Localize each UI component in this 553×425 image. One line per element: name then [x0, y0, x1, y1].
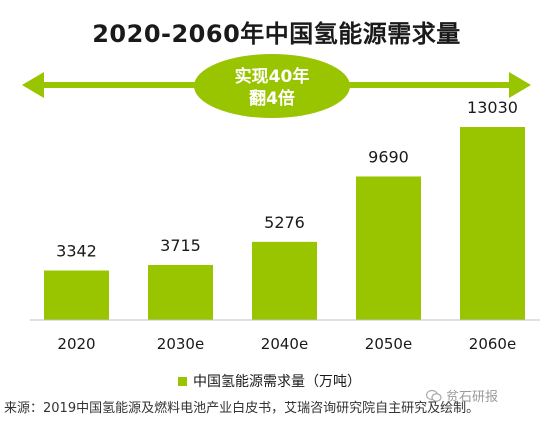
bar-chart: 3342 3715 5276 9690 13030 2020 2030e 2040e 2050…	[22, 54, 540, 353]
growth-arrow: 实现40年 翻4倍	[22, 54, 531, 118]
growth-badge	[194, 54, 350, 118]
watermark: 贫石研报	[426, 386, 498, 405]
category-label-2030e: 2030e	[157, 335, 204, 353]
source-note: 来源：2019中国氢能源及燃料电池产业白皮书，艾瑞咨询研究院自主研究及绘制。	[4, 401, 480, 416]
category-label-2020: 2020	[57, 335, 95, 353]
arrow-head-left	[22, 72, 44, 98]
value-label-2040e: 5276	[264, 213, 305, 232]
bars-group	[44, 127, 525, 320]
legend-label: 中国氢能源需求量（万吨）	[193, 374, 361, 390]
arrow-head-right	[509, 72, 531, 98]
value-label-2030e: 3715	[160, 236, 201, 255]
bar-2030e	[148, 264, 213, 320]
legend: 中国氢能源需求量（万吨）	[178, 371, 361, 391]
bar-2020	[44, 270, 109, 320]
category-label-2050e: 2050e	[365, 335, 412, 353]
growth-badge-line2: 翻4倍	[249, 88, 295, 109]
wechat-icon	[426, 389, 442, 402]
chart-title: 2020-2060年中国氢能源需求量	[92, 20, 461, 48]
category-labels-group: 2020 2030e 2040e 2050e 2060e	[57, 335, 516, 353]
category-label-2040e: 2040e	[261, 335, 308, 353]
bar-2040e	[252, 241, 317, 320]
category-label-2060e: 2060e	[469, 335, 516, 353]
bar-2050e	[356, 176, 421, 320]
legend-swatch	[178, 376, 187, 386]
watermark-text: 贫石研报	[446, 390, 499, 405]
bar-2060e	[460, 127, 525, 320]
value-label-2050e: 9690	[368, 147, 409, 166]
growth-badge-line1: 实现40年	[235, 66, 310, 87]
value-label-2020: 3342	[56, 241, 97, 260]
value-label-2060e: 13030	[467, 98, 518, 117]
value-labels-group: 3342 3715 5276 9690 13030	[56, 98, 518, 260]
